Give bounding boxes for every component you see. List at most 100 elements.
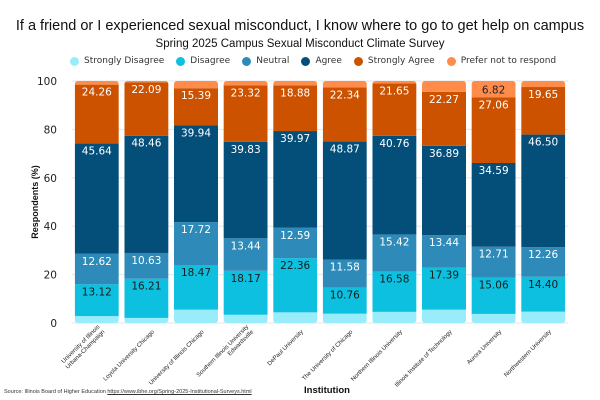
legend-label: Strongly Disagree (84, 56, 165, 66)
x-tick-label-line: The University of Chicago (302, 329, 355, 382)
bar-stack (74, 81, 119, 323)
data-label: 13.44 (231, 240, 261, 252)
bar-segment (372, 271, 417, 312)
bar-segment (273, 258, 318, 313)
bar-stack (521, 81, 566, 323)
x-tick-label: DePaul University (267, 329, 305, 367)
data-label: 18.88 (280, 87, 310, 99)
legend-item[interactable]: Agree (301, 56, 342, 66)
x-tick-label: Northwestern University (503, 329, 552, 378)
bar-stack (322, 81, 367, 323)
legend-item[interactable]: Strongly Agree (353, 56, 435, 66)
source-note: Source: Illinois Board of Higher Educati… (4, 389, 252, 395)
legend-swatch-icon (70, 56, 79, 66)
data-label: 22.09 (131, 84, 161, 96)
bar-segment (521, 247, 566, 277)
data-label: 34.59 (479, 165, 509, 177)
bar-stack (174, 81, 218, 323)
bar-segment (471, 162, 516, 247)
bar-segment (174, 88, 218, 126)
bar-segment (124, 278, 169, 318)
legend-item[interactable]: Strongly Disagree (70, 56, 164, 66)
bar-stack (273, 81, 318, 323)
legend-label: Disagree (190, 56, 231, 66)
bar-segment (422, 81, 466, 92)
legend-label: Prefer not to respond (460, 56, 557, 66)
bar-segment (74, 81, 119, 85)
bar-segment (273, 312, 318, 323)
bar-segment (223, 141, 268, 239)
data-label: 16.21 (131, 281, 161, 293)
bar-segment (471, 313, 516, 323)
bar-segment (124, 82, 169, 136)
bar-segment (322, 259, 367, 288)
y-tick-label: 40 (44, 221, 57, 233)
data-label: 21.65 (379, 85, 409, 97)
bar-segment (422, 235, 466, 268)
data-label: 18.17 (231, 273, 261, 285)
data-label: 12.62 (82, 256, 112, 268)
x-tick-label-line: Illinois Institute of Technology (394, 329, 453, 388)
source-link[interactable]: https://www.ibhe.org/Spring-2025-Institu… (107, 389, 252, 395)
bar-segment (223, 270, 268, 315)
data-label: 15.39 (181, 90, 211, 102)
legend-item[interactable]: Neutral (242, 56, 289, 66)
bar-segment (124, 252, 169, 279)
bar-segment (223, 314, 268, 323)
data-label: 18.47 (181, 267, 211, 279)
data-label: 11.58 (330, 262, 360, 274)
data-label: 10.76 (330, 290, 360, 302)
x-tick-label: Northern Illinois University (350, 329, 404, 383)
bar-segment (521, 87, 566, 135)
data-label: 40.76 (379, 138, 409, 150)
bar-segment (273, 131, 318, 228)
x-tick-label: Illinois Institute of Technology (394, 329, 453, 388)
x-tick-label: Loyola University Chicago (103, 329, 157, 383)
bar-segment (124, 135, 169, 253)
bar-segment (223, 81, 268, 86)
bar-stack (372, 81, 417, 323)
bar-segment (174, 264, 218, 310)
bar-segment (422, 309, 466, 323)
legend-label: Agree (315, 56, 342, 66)
bar-segment (372, 135, 417, 235)
data-label: 22.34 (330, 89, 360, 101)
bar-segment (174, 125, 218, 223)
bar-segment (471, 81, 516, 98)
y-tick-label: 20 (44, 270, 57, 282)
bar-segment (322, 87, 367, 142)
bar-segment (422, 267, 466, 310)
bar-segment (174, 81, 218, 89)
data-label: 23.32 (231, 87, 261, 99)
data-label: 14.40 (528, 279, 558, 291)
bar-segment (74, 84, 119, 144)
legend-item[interactable]: Disagree (176, 56, 230, 66)
legend-item[interactable]: Prefer not to respond (446, 56, 557, 66)
data-label: 45.64 (82, 145, 112, 157)
bar-stack (471, 81, 516, 323)
data-label: 13.44 (429, 237, 459, 249)
bar-segment (223, 85, 268, 142)
data-label: 13.12 (82, 286, 112, 298)
legend-label: Neutral (256, 56, 290, 66)
data-label: 22.36 (280, 260, 310, 272)
data-label: 19.65 (528, 89, 558, 101)
chart-legend: Strongly Disagree Disagree Neutral Agree Str… (70, 56, 568, 66)
source-text: Source: Illinois Board of Higher Educati… (4, 389, 108, 395)
bar-segment (372, 83, 417, 136)
bar-segment (174, 309, 218, 323)
x-tick-label-line: University of Illinois (61, 324, 102, 365)
data-label: 48.46 (131, 138, 161, 150)
data-label: 15.42 (379, 236, 409, 248)
bar-segment (273, 227, 318, 259)
bar-segment (322, 141, 367, 260)
x-tick-label: The University of Chicago (302, 329, 355, 382)
x-tick-label-line: University of Illinois Chicago (148, 329, 206, 387)
bar-segment (521, 134, 566, 248)
chart-subtitle: Spring 2025 Campus Sexual Misconduct Cli… (155, 38, 445, 50)
chart-title: If a friend or I experienced sexual misc… (15, 18, 585, 34)
data-label: 39.94 (181, 127, 211, 139)
data-label: 12.26 (528, 249, 558, 261)
